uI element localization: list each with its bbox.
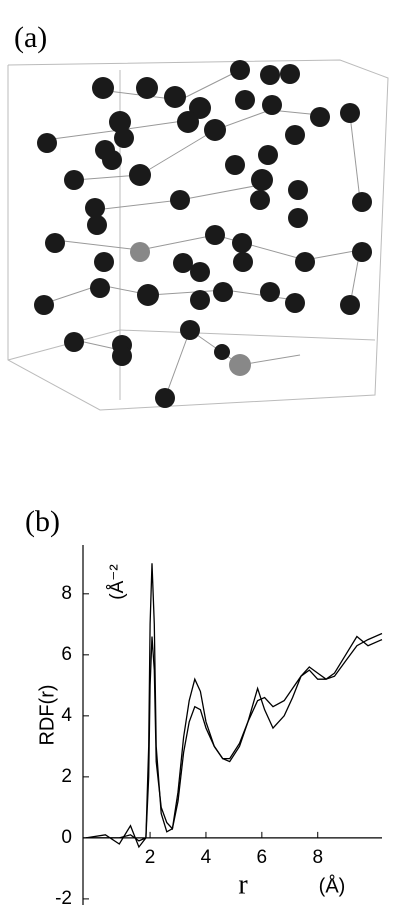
x-tick-label: 2 <box>145 847 156 868</box>
panel-label: (a) <box>14 21 47 54</box>
x-axis-unit: (Å) <box>319 874 346 897</box>
y-tick-label: 6 <box>61 644 72 665</box>
y-tick-label: 2 <box>61 766 72 787</box>
y-axis-unit: (Å⁻² <box>107 564 128 599</box>
y-tick-label: -2 <box>55 888 72 907</box>
figure: (a) <box>0 0 398 907</box>
structure-model <box>8 60 388 410</box>
y-tick-label: 8 <box>61 583 72 604</box>
y-tick-label: 4 <box>61 705 72 726</box>
x-tick-label: 6 <box>257 847 268 868</box>
x-tick-label: 4 <box>201 847 212 868</box>
page: (a) <box>0 0 398 907</box>
y-axis-label: RDF(r) <box>36 684 58 745</box>
x-axis-label: r <box>238 869 248 900</box>
x-tick-label: 8 <box>312 847 323 868</box>
panel-label: (b) <box>25 505 60 538</box>
data-line <box>86 634 382 841</box>
data-line <box>86 563 382 847</box>
y-tick-label: 0 <box>61 827 72 848</box>
